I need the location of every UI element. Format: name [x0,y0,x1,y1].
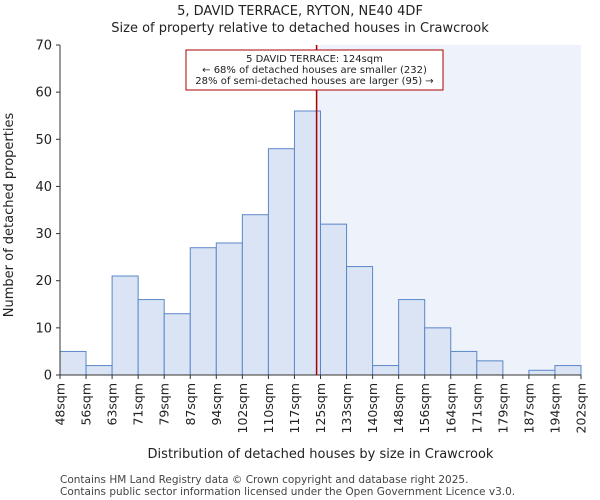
x-tick-label-71sqm: 71sqm [131,383,146,426]
annotation-box [185,49,444,91]
y-tick-label-70: 70 [35,39,52,54]
bar-187sqm [528,369,556,376]
bar-56sqm [85,365,113,376]
y-tick-label-30: 30 [35,227,52,242]
x-tick-label-194sqm: 194sqm [547,383,562,433]
bar-110sqm [267,148,295,376]
x-tick-label-125sqm: 125sqm [313,383,328,433]
footer-copyright: Contains HM Land Registry data © Crown c… [60,474,469,486]
bar-71sqm [137,299,165,376]
x-tick-label-202sqm: 202sqm [574,383,589,433]
x-tick-label-133sqm: 133sqm [339,383,354,433]
y-tick-label-60: 60 [35,86,52,101]
footer-licence: Contains public sector information licen… [60,486,516,498]
bar-125sqm [320,223,348,376]
x-tick-label-48sqm: 48sqm [53,383,68,426]
chart-subtitle: Size of property relative to detached ho… [111,21,489,36]
annotation-subject-label: 5 DAVID TERRACE: 124sqm [246,54,383,65]
bar-171sqm [476,360,504,376]
x-tick-label-179sqm: 179sqm [495,383,510,433]
x-tick-label-87sqm: 87sqm [183,383,198,426]
y-tick-label-40: 40 [35,180,52,195]
x-tick-label-156sqm: 156sqm [417,383,432,433]
x-tick-label-110sqm: 110sqm [261,383,276,433]
chart-title: 5, DAVID TERRACE, RYTON, NE40 4DF [177,4,423,19]
annotation-larger-label: 28% of semi-detached houses are larger (… [195,76,433,87]
bar-156sqm [424,327,452,376]
x-tick-label-117sqm: 117sqm [287,383,302,433]
y-axis-title: Number of detached properties [2,113,17,318]
x-tick-label-63sqm: 63sqm [105,383,120,426]
annotation-smaller-label: ← 68% of detached houses are smaller (23… [202,65,427,76]
x-tick-label-79sqm: 79sqm [157,383,172,426]
x-tick-label-148sqm: 148sqm [391,383,406,433]
bar-94sqm [215,242,243,376]
bar-133sqm [346,266,374,376]
bar-79sqm [163,313,191,376]
bar-63sqm [111,275,139,376]
y-tick-label-50: 50 [35,133,52,148]
x-tick-label-94sqm: 94sqm [209,383,224,426]
y-tick-label-0: 0 [44,369,52,384]
y-tick-label-10: 10 [35,321,52,336]
x-tick-label-56sqm: 56sqm [79,383,94,426]
bar-48sqm [59,350,87,376]
x-tick-label-102sqm: 102sqm [235,383,250,433]
y-tick-label-20: 20 [35,274,52,289]
bar-102sqm [241,214,269,376]
bar-194sqm [554,365,582,376]
bar-140sqm [372,365,400,376]
bar-148sqm [398,299,426,376]
bar-164sqm [450,350,478,376]
bar-87sqm [189,247,217,376]
x-tick-label-187sqm: 187sqm [521,383,536,433]
x-tick-label-171sqm: 171sqm [469,383,484,433]
x-tick-label-164sqm: 164sqm [443,383,458,433]
x-axis-title: Distribution of detached houses by size … [148,447,494,462]
x-tick-label-140sqm: 140sqm [365,383,380,433]
